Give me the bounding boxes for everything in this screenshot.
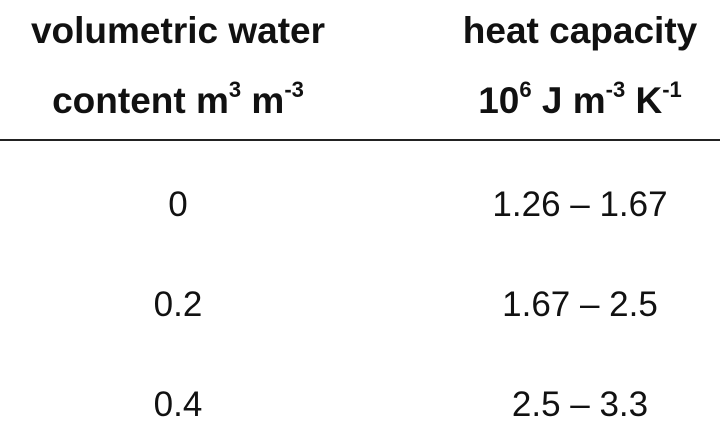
header-cell: 106 J m-3 K-1 — [370, 79, 720, 121]
superscript: -1 — [662, 77, 682, 102]
table-cell: 0.4 — [153, 385, 203, 424]
header-text: K — [625, 80, 663, 121]
table-cell: 1.26 – 1.67 — [492, 185, 668, 224]
superscript: -3 — [605, 77, 626, 102]
table-cell: 0.2 — [153, 285, 203, 324]
table-cell: 1.67 – 2.5 — [502, 285, 658, 324]
header-text: volumetric water — [30, 10, 326, 51]
superscript: 3 — [228, 77, 242, 102]
header-cell: heat capacity — [370, 12, 720, 49]
table-cell: 0 — [168, 185, 188, 224]
superscript: 6 — [519, 77, 532, 102]
header-rule — [0, 139, 720, 141]
header-text: m — [241, 80, 285, 121]
header-text: heat capacity — [462, 10, 698, 51]
header-text: 10 — [478, 80, 520, 121]
header-cell: volumetric water — [0, 12, 388, 49]
header-text: J m — [531, 80, 606, 121]
header-cell: content m3 m-3 — [0, 79, 388, 121]
table-cell: 2.5 – 3.3 — [511, 385, 649, 424]
superscript: -3 — [284, 77, 304, 102]
header-text: content m — [52, 80, 229, 121]
